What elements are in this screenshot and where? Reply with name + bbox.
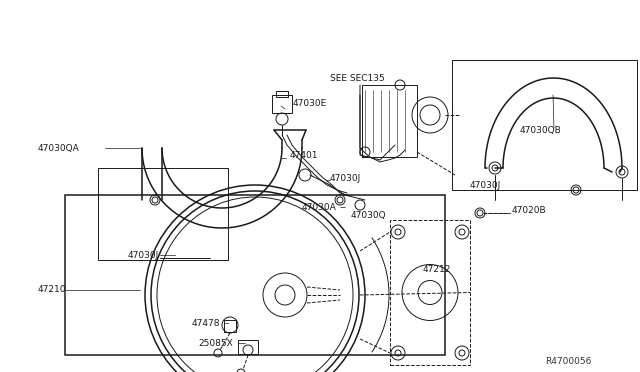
Bar [98, 168, 228, 260]
Text: 47030J: 47030J [470, 180, 501, 189]
Text: 47020B: 47020B [512, 205, 547, 215]
Text: SEE SEC135: SEE SEC135 [330, 74, 385, 83]
Text: 47030Q: 47030Q [351, 211, 387, 219]
Bar [224, 320, 236, 332]
Text: 47478: 47478 [192, 318, 221, 327]
Bar [390, 220, 470, 365]
Text: R4700056: R4700056 [545, 357, 591, 366]
Text: 47401: 47401 [290, 151, 319, 160]
Bar [276, 91, 288, 97]
Text: 47030E: 47030E [293, 99, 327, 108]
Bar [272, 95, 292, 113]
Text: 47210: 47210 [38, 285, 67, 295]
Bar [362, 85, 417, 157]
Bar [65, 195, 445, 355]
Text: 47030A: 47030A [302, 202, 337, 212]
Bar [452, 60, 637, 190]
Text: 47030J: 47030J [330, 173, 361, 183]
Text: 47030J: 47030J [128, 250, 159, 260]
Text: 47030QA: 47030QA [38, 144, 80, 153]
Text: 47030QB: 47030QB [520, 125, 562, 135]
Bar [238, 340, 258, 354]
Text: 47212: 47212 [423, 266, 451, 275]
Text: 25085X: 25085X [198, 339, 233, 347]
